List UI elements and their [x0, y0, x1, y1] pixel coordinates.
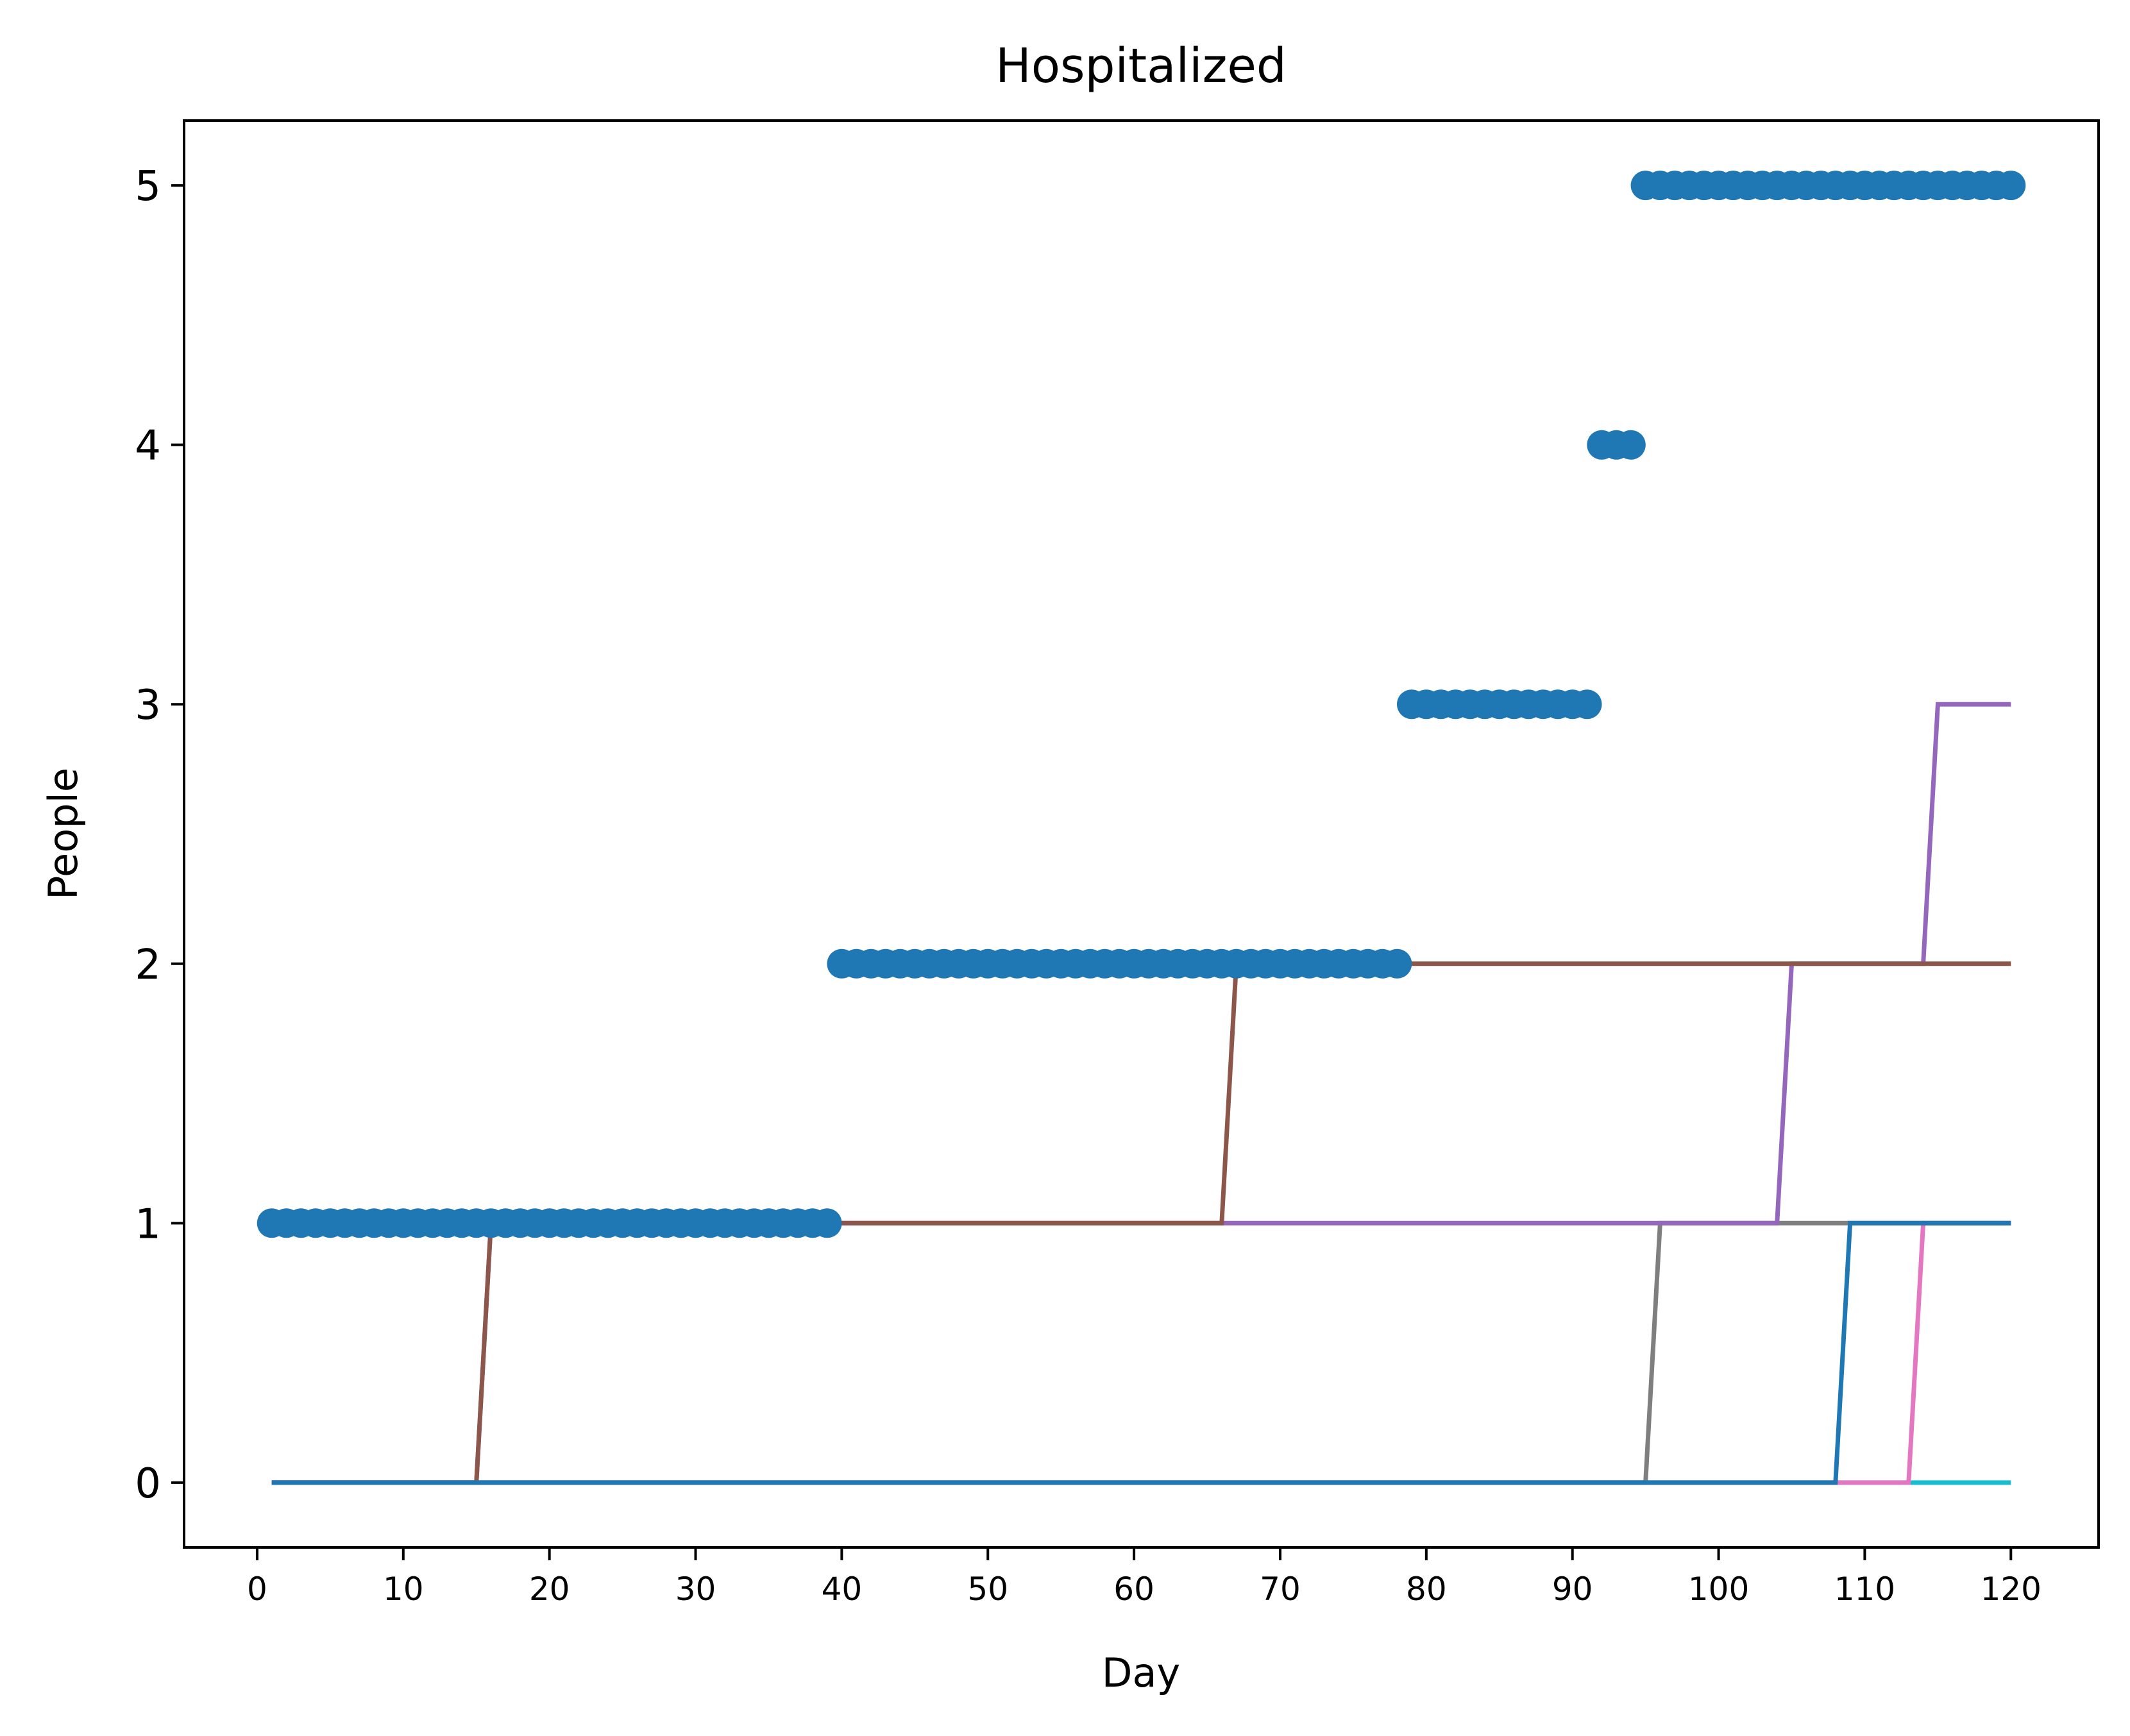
x-tick-label: 40: [822, 1571, 863, 1608]
x-tick-label: 60: [1113, 1571, 1154, 1608]
x-tick-label: 80: [1406, 1571, 1447, 1608]
chart-title: Hospitalized: [995, 38, 1287, 94]
y-tick-label: 4: [135, 423, 161, 470]
x-axis-label: Day: [1102, 1649, 1180, 1696]
x-tick-label: 90: [1552, 1571, 1593, 1608]
y-tick-label: 1: [135, 1201, 161, 1248]
scatter-point: [1616, 430, 1646, 460]
scatter-point: [812, 1208, 842, 1238]
x-tick-label: 20: [529, 1571, 570, 1608]
y-axis-label: People: [40, 768, 87, 900]
y-tick-label: 0: [135, 1460, 161, 1508]
x-tick-label: 30: [675, 1571, 716, 1608]
x-tick-label: 0: [247, 1571, 267, 1608]
x-tick-label: 120: [1981, 1571, 2041, 1608]
series-line-6: [271, 1220, 2011, 1485]
x-tick-label: 110: [1834, 1571, 1895, 1608]
x-tick-label: 50: [967, 1571, 1008, 1608]
scatter-point: [1382, 948, 1412, 979]
y-axis: 0 1 2 3 4 5: [135, 163, 184, 1508]
scatter-point: [1996, 171, 2026, 201]
x-tick-label: 100: [1688, 1571, 1749, 1608]
x-tick-label: 70: [1260, 1571, 1301, 1608]
y-tick-label: 2: [135, 941, 161, 989]
y-tick-label: 3: [135, 682, 161, 729]
x-tick-label: 10: [383, 1571, 424, 1608]
y-tick-label: 5: [135, 163, 161, 210]
scatter-point: [1572, 689, 1602, 720]
scatter-points: [257, 171, 2026, 1238]
x-axis: 0 10 20 30 40 50 60 70 80 90 100 110 120: [247, 1547, 2041, 1608]
plot-frame: [183, 119, 2100, 1549]
series-lines: [271, 702, 2011, 1485]
